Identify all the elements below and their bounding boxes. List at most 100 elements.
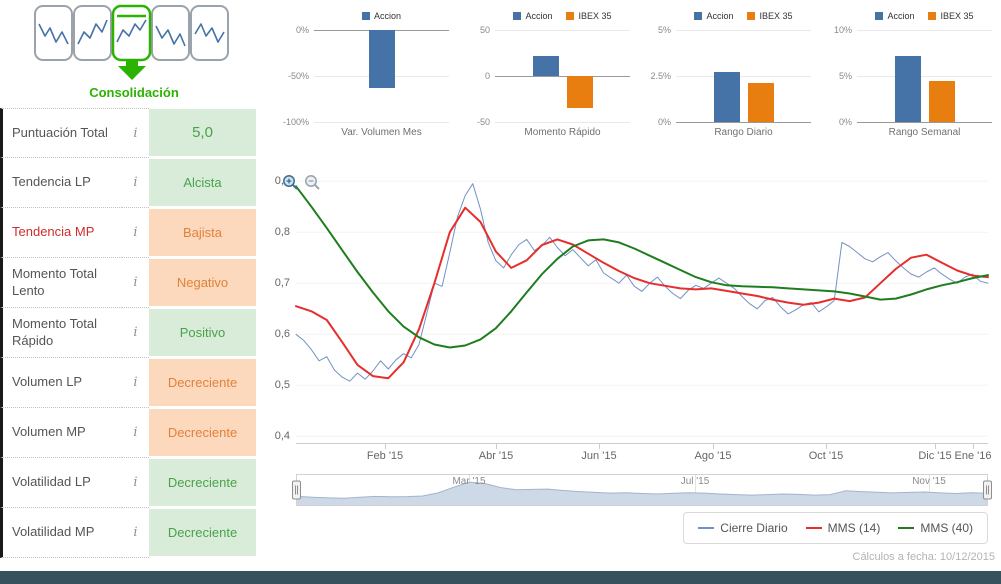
y-tick-label: 50 xyxy=(479,25,490,35)
indicator-value: Decreciente xyxy=(149,409,256,456)
x-tick-label: Ago '15 xyxy=(694,450,732,462)
zoom-out-button[interactable] xyxy=(304,174,321,191)
x-tick-label: Jun '15 xyxy=(581,450,617,462)
indicator-label: Volatilidad LP xyxy=(0,458,122,508)
chart-legend: Cierre Diario MMS (14) MMS (40) xyxy=(683,512,988,544)
indicator-row-7: Volumen MP i Decreciente xyxy=(0,408,258,458)
legend-swatch-icon xyxy=(361,12,370,20)
legend-item-mms40[interactable]: MMS (40) xyxy=(898,521,973,535)
info-icon[interactable]: i xyxy=(122,508,149,558)
indicator-row-8: Volatilidad LP i Decreciente xyxy=(0,458,258,508)
zero-axis-line xyxy=(676,122,811,123)
indicator-row-4: Momento Total Lento i Negativo xyxy=(0,258,258,308)
legend-item-cierrediario[interactable]: Cierre Diario xyxy=(698,521,788,535)
legend-label: Accion xyxy=(706,11,734,21)
y-tick-label: 2.5% xyxy=(650,71,671,81)
navigator-tick-label: Jul '15 xyxy=(680,476,710,487)
legend-item-ibex-35[interactable]: IBEX 35 xyxy=(928,11,974,21)
legend-label: MMS (40) xyxy=(920,521,973,535)
info-icon[interactable]: i xyxy=(122,408,149,458)
mini-chart-4: Accion IBEX 35 10% 5% 0% Rango Semanal xyxy=(823,8,992,152)
price-plot-area[interactable] xyxy=(295,172,989,444)
y-tick-label: 0,4 xyxy=(274,430,290,443)
zoom-in-button[interactable] xyxy=(282,174,299,191)
indicator-row-2: Tendencia LP i Alcista xyxy=(0,158,258,208)
legend-swatch-icon xyxy=(513,12,522,20)
info-icon[interactable]: i xyxy=(122,158,149,208)
zoom-out-icon xyxy=(305,175,320,190)
indicator-label: Momento Total Rápido xyxy=(0,308,122,358)
legend-item-ibex-35[interactable]: IBEX 35 xyxy=(566,11,612,21)
price-y-axis: 0,9 0,8 0,7 0,6 0,5 0,4 xyxy=(258,172,292,444)
indicator-row-9: Volatilidad MP i Decreciente xyxy=(0,508,258,558)
indicator-value: Positivo xyxy=(149,309,256,356)
navigator-handle-right[interactable] xyxy=(983,480,992,500)
market-phase-indicator: Consolidación xyxy=(34,4,234,100)
indicator-value: Decreciente xyxy=(149,509,256,556)
x-tick-label: Ene '16 xyxy=(954,450,992,462)
x-tick-mark xyxy=(935,444,936,449)
x-tick-mark xyxy=(713,444,714,449)
chart-navigator[interactable]: Mar '15 Jul '15 Nov '15 xyxy=(292,474,992,506)
legend-label: Cierre Diario xyxy=(720,521,788,535)
mini-chart-y-axis: 10% 5% 0% xyxy=(823,25,857,127)
x-tick-mark xyxy=(385,444,386,449)
price-series-svg xyxy=(295,180,989,437)
series-line-cierrediario xyxy=(295,183,989,382)
legend-label: Accion xyxy=(887,11,915,21)
indicator-row-1: Puntuación Total i 5,0 xyxy=(0,108,258,158)
info-icon[interactable]: i xyxy=(122,308,149,358)
x-tick-label: Oct '15 xyxy=(808,450,844,462)
indicator-row-5: Momento Total Rápido i Positivo xyxy=(0,308,258,358)
zoom-controls xyxy=(282,174,321,191)
series-line-mms40 xyxy=(295,185,989,349)
legend-label: IBEX 35 xyxy=(578,11,612,21)
indicator-label: Puntuación Total xyxy=(0,108,122,158)
legend-item-accion[interactable]: Accion xyxy=(694,11,733,21)
gridline xyxy=(676,30,811,31)
indicator-value: Negativo xyxy=(149,259,256,306)
bar-accion xyxy=(532,55,559,76)
navigator-handle-left[interactable] xyxy=(292,480,301,500)
gridline xyxy=(676,76,811,77)
bar-ibex-35 xyxy=(566,76,593,109)
legend-item-accion[interactable]: Accion xyxy=(361,11,401,21)
legend-item-accion[interactable]: Accion xyxy=(513,11,552,21)
legend-label: IBEX 35 xyxy=(940,11,974,21)
mini-chart-legend: Accion IBEX 35 xyxy=(495,8,630,24)
x-tick-label: Abr '15 xyxy=(478,450,514,462)
mini-chart-y-axis: 0% -50% -100% xyxy=(280,25,314,127)
mini-chart-title: Rango Diario xyxy=(714,127,773,138)
y-tick-label: 0,8 xyxy=(274,226,290,239)
indicator-value: 5,0 xyxy=(149,109,256,156)
mini-chart-plot xyxy=(676,30,811,123)
indicator-list: Puntuación Total i 5,0 Tendencia LP i Alcista… xyxy=(0,108,258,558)
y-tick-label: 0% xyxy=(295,25,309,35)
y-tick-label: 0,6 xyxy=(274,328,290,341)
info-icon[interactable]: i xyxy=(122,208,149,258)
info-icon[interactable]: i xyxy=(122,258,149,308)
info-icon[interactable]: i xyxy=(122,458,149,508)
y-tick-label: -50% xyxy=(287,71,309,81)
phase-arrow-icon xyxy=(118,60,146,80)
zero-axis-line xyxy=(495,76,630,77)
phase-panel-active xyxy=(111,4,152,62)
y-tick-label: 0,7 xyxy=(274,277,290,290)
info-icon[interactable]: i xyxy=(122,358,149,408)
legend-item-ibex-35[interactable]: IBEX 35 xyxy=(747,11,793,21)
y-tick-label: 0 xyxy=(484,71,490,81)
mini-chart-legend: Accion xyxy=(314,8,449,24)
legend-item-accion[interactable]: Accion xyxy=(875,11,914,21)
legend-swatch-icon xyxy=(875,12,884,20)
y-tick-label: 0,5 xyxy=(274,379,290,392)
mini-chart-2: Accion IBEX 35 50 0 -50 Momento Rápido xyxy=(461,8,630,152)
mini-chart-plot xyxy=(857,30,992,123)
sidebar: Consolidación Puntuación Total i 5,0 Tenden… xyxy=(0,0,258,571)
mini-charts-row: Accion 0% -50% -100% Var. Volumen Mes Accion I… xyxy=(258,0,1001,152)
legend-item-mms14[interactable]: MMS (14) xyxy=(805,521,880,535)
bar-accion xyxy=(713,72,740,122)
zero-axis-line xyxy=(857,122,992,123)
gridline xyxy=(857,76,992,77)
info-icon[interactable]: i xyxy=(122,108,149,158)
calc-date-note: Cálculos a fecha: 10/12/2015 xyxy=(852,551,996,563)
